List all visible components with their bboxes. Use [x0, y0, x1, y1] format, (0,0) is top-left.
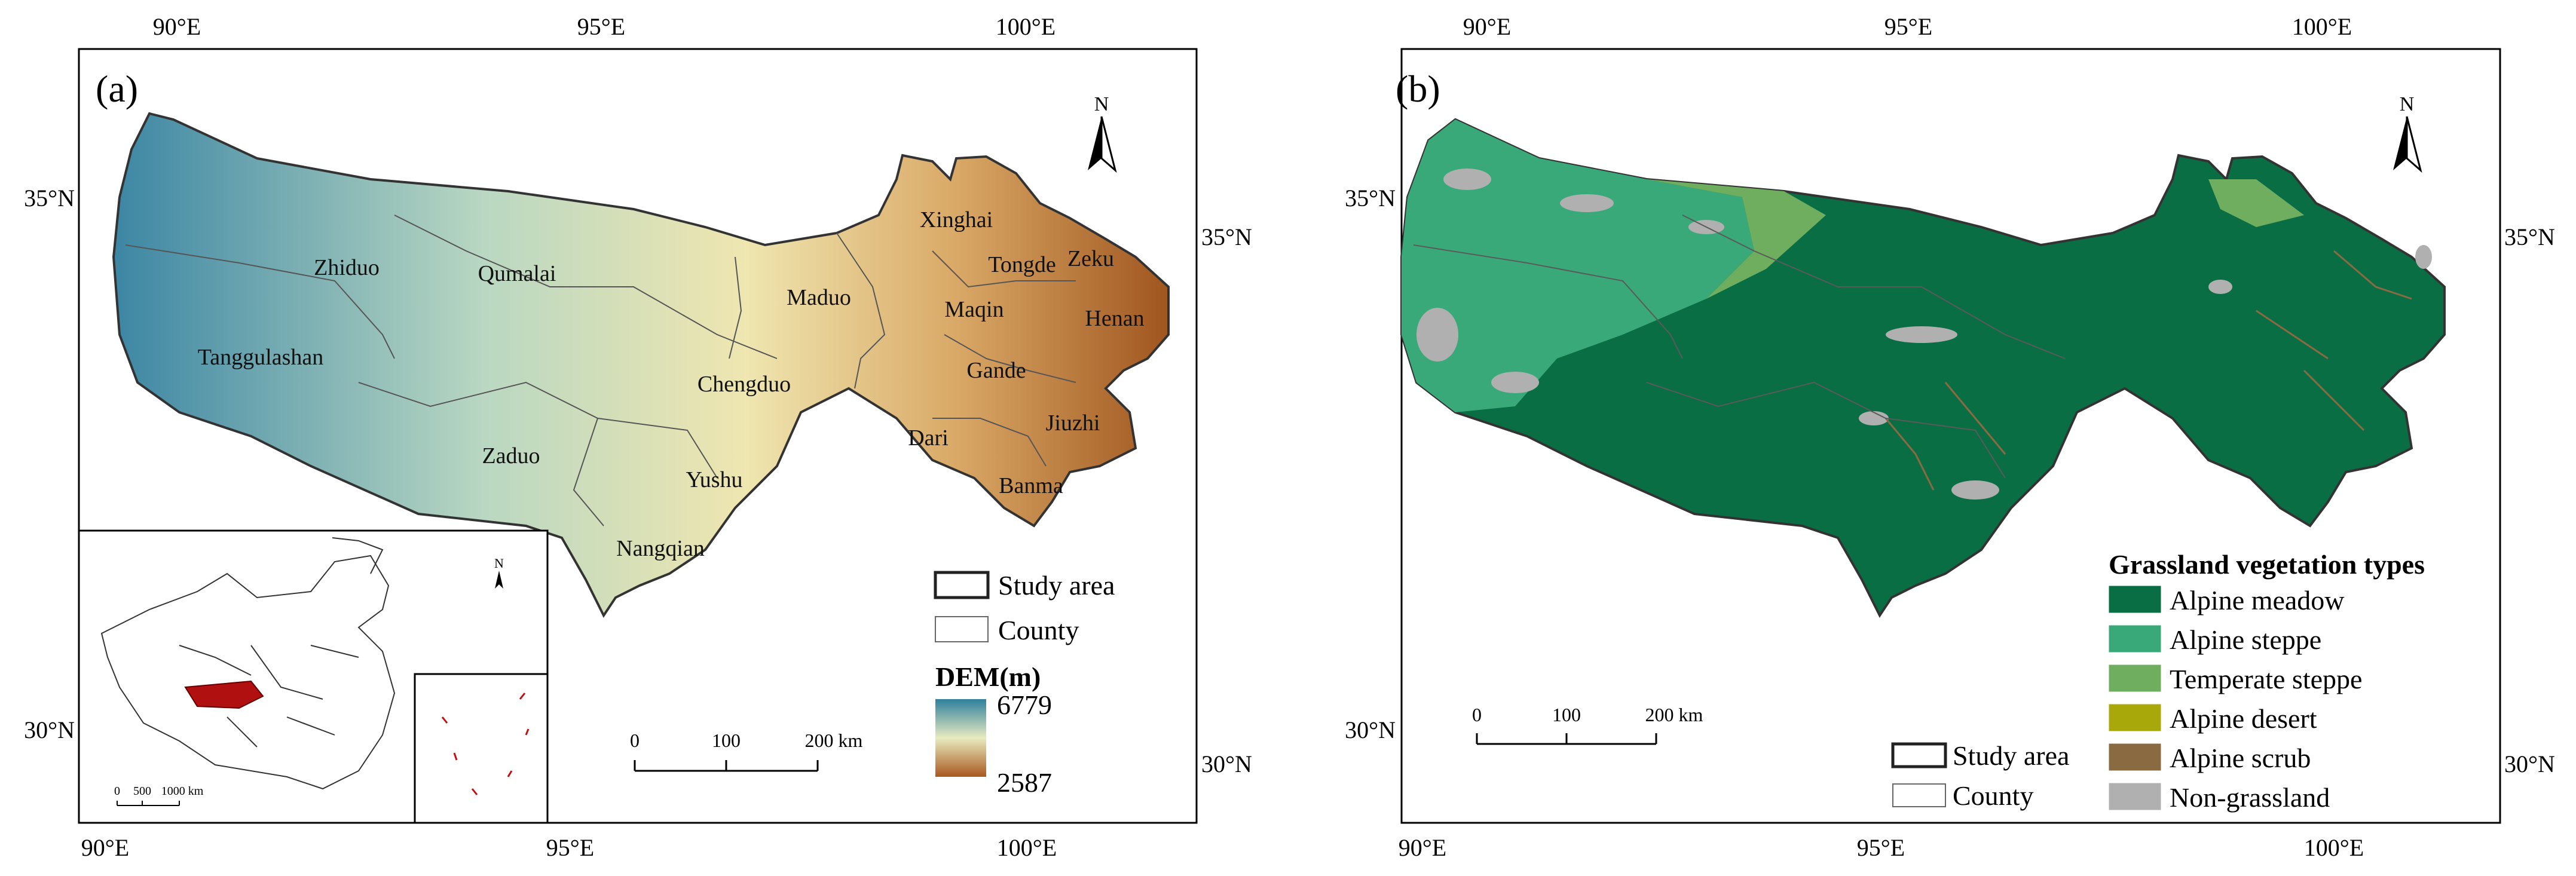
county-label-chengduo: Chengduo — [697, 372, 791, 397]
county-label-zeku: Zeku — [1067, 246, 1114, 271]
b-top-tick-95: 95°E — [1884, 13, 1932, 40]
legend-dem-colorbar — [935, 699, 986, 777]
alpine-scrub-streaks — [1884, 250, 2412, 491]
scale-label-0: 0 — [630, 730, 640, 751]
vegetation-legend-label: Alpine steppe — [2170, 624, 2321, 655]
bottom-tick-100: 100°E — [997, 834, 1057, 861]
county-label-banma: Banma — [999, 473, 1063, 498]
vegetation-legend-swatch — [2108, 664, 2162, 693]
county-label-yushu: Yushu — [686, 467, 742, 492]
vegetation-legend-swatch — [2108, 743, 2162, 771]
b-bottom-tick-90: 90°E — [1399, 834, 1446, 861]
top-tick-90: 90°E — [153, 13, 201, 40]
temperate-steppe-region — [1647, 179, 1826, 299]
county-label-henan: Henan — [1085, 306, 1144, 331]
scale-label-100: 100 — [712, 730, 741, 751]
temperate-steppe-region-east — [2208, 179, 2304, 227]
panel-b-map: 90°E 95°E 100°E 90°E 95°E 100°E 35°N 30°… — [1345, 13, 2555, 861]
county-label-maduo: Maduo — [787, 285, 851, 310]
b-legend-county-swatch — [1892, 783, 1946, 807]
legend-dem-min: 2587 — [997, 767, 1052, 798]
county-label-tongde: Tongde — [988, 252, 1056, 277]
vegetation-legend: Alpine meadow Alpine steppe Temperate step… — [2108, 585, 2362, 813]
legend-study-area-swatch — [934, 571, 990, 599]
inset-scale-label-1000: 1000 km — [161, 785, 204, 798]
non-grassland-patches — [1417, 169, 2432, 500]
b-scale-label-100: 100 — [1552, 704, 1581, 725]
b-scale-label-0: 0 — [1472, 704, 1482, 725]
b-north-arrow-icon — [2393, 116, 2422, 173]
inset-scale-label-500: 500 — [133, 785, 151, 798]
county-label-nangqian: Nangqian — [616, 536, 705, 561]
inset-north-label: N — [494, 556, 504, 571]
county-label-zaduo: Zaduo — [482, 443, 540, 468]
b-legend-study-area-swatch — [1891, 742, 1947, 768]
scalebar-a — [634, 760, 819, 772]
panel-a-label: (a) — [96, 68, 138, 110]
county-label-tanggulashan: Tanggulashan — [198, 345, 324, 370]
county-label-zhiduo: Zhiduo — [314, 255, 380, 280]
panel-a-map: 90°E 95°E 100°E 90°E 95°E 100°E 35°N 30°… — [24, 13, 1252, 861]
b-bottom-tick-95: 95°E — [1857, 834, 1905, 861]
inset-scale-label-0: 0 — [114, 785, 120, 798]
vegetation-legend-label: Alpine scrub — [2170, 743, 2311, 773]
legend-county-label: County — [998, 615, 1079, 645]
top-tick-95: 95°E — [577, 13, 625, 40]
vegetation-legend-swatch — [2108, 782, 2162, 811]
inset-china-map — [100, 537, 396, 790]
north-label: N — [1094, 93, 1109, 115]
county-boundaries — [125, 215, 1076, 526]
county-label-qumalai: Qumalai — [478, 261, 556, 286]
b-left-tick-30: 30°N — [1345, 716, 1396, 743]
b-right-tick-35: 35°N — [2504, 223, 2555, 250]
b-top-tick-100: 100°E — [2292, 13, 2352, 40]
left-tick-30: 30°N — [24, 716, 75, 743]
inset-scs-box — [414, 673, 549, 824]
right-tick-30: 30°N — [1201, 751, 1252, 777]
alpine-steppe-region — [1402, 120, 1754, 412]
b-north-label: N — [2400, 93, 2415, 115]
vegetation-legend-label: Non-grassland — [2170, 782, 2330, 813]
b-scale-label-200: 200 km — [1645, 704, 1703, 725]
county-label-jiuzhi: Jiuzhi — [1046, 411, 1100, 436]
inset-scalebar — [117, 801, 180, 806]
vegetation-legend-swatch — [2108, 585, 2162, 614]
legend-study-area-label: Study area — [998, 570, 1115, 601]
b-bottom-tick-100: 100°E — [2304, 834, 2364, 861]
b-top-tick-90: 90°E — [1463, 13, 1511, 40]
county-label-gande: Gande — [966, 358, 1026, 383]
b-legend-county-label: County — [1953, 780, 2033, 811]
vegetation-legend-label: Temperate steppe — [2170, 664, 2362, 694]
bottom-tick-90: 90°E — [81, 834, 129, 861]
county-label-xinghai: Xinghai — [920, 207, 993, 232]
legend-county-swatch — [935, 616, 989, 642]
county-label-maqin: Maqin — [944, 297, 1004, 322]
panel-b-label: (b) — [1396, 68, 1440, 110]
b-legend-study-area-label: Study area — [1953, 740, 2069, 771]
inset-study-area-highlight — [184, 680, 264, 709]
b-left-tick-35: 35°N — [1345, 185, 1396, 212]
legend-dem-title: DEM(m) — [935, 661, 1041, 692]
scalebar-b — [1476, 733, 1657, 745]
inset-nine-dash-line — [441, 693, 530, 795]
right-tick-35: 35°N — [1201, 223, 1252, 250]
top-tick-100: 100°E — [996, 13, 1056, 40]
bottom-tick-95: 95°E — [546, 834, 594, 861]
study-area-polygon — [112, 112, 1170, 618]
north-arrow-icon — [1088, 116, 1117, 173]
inset-north-arrow-icon — [495, 571, 503, 589]
county-boundaries-b — [1413, 215, 2066, 479]
vegetation-legend-swatch — [2108, 703, 2162, 732]
left-tick-35: 35°N — [24, 185, 75, 212]
vegetation-legend-title: Grassland vegetation types — [2109, 549, 2425, 580]
county-label-dari: Dari — [908, 425, 949, 451]
vegetation-legend-label: Alpine meadow — [2170, 585, 2345, 615]
vegetation-legend-label: Alpine desert — [2170, 703, 2317, 734]
vegetation-legend-swatch — [2108, 624, 2162, 653]
b-right-tick-30: 30°N — [2504, 751, 2555, 777]
legend-dem-max: 6779 — [997, 690, 1052, 720]
scale-label-200: 200 km — [805, 730, 863, 751]
